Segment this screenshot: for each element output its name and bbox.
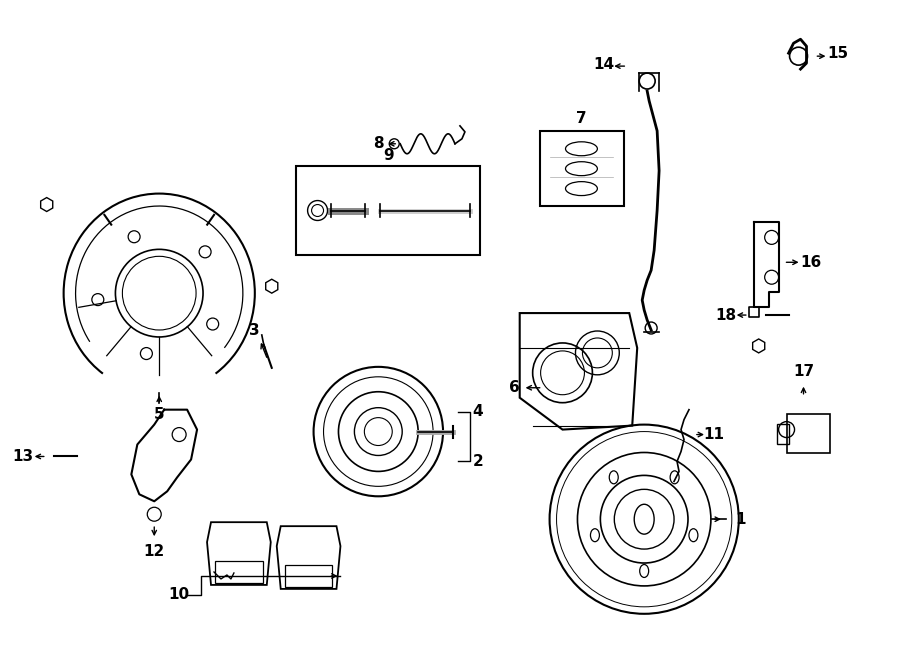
Bar xyxy=(215,561,263,583)
Text: 5: 5 xyxy=(154,407,165,422)
Text: 7: 7 xyxy=(576,112,587,126)
Text: 12: 12 xyxy=(144,543,165,559)
Text: 3: 3 xyxy=(248,323,259,338)
Bar xyxy=(787,414,831,453)
Text: 17: 17 xyxy=(793,364,814,379)
Text: 14: 14 xyxy=(594,57,615,71)
Bar xyxy=(296,166,480,255)
Bar xyxy=(540,131,625,206)
Bar xyxy=(777,424,788,444)
Text: 2: 2 xyxy=(472,454,483,469)
Text: 13: 13 xyxy=(13,449,33,464)
Text: 16: 16 xyxy=(800,254,821,270)
Text: 10: 10 xyxy=(168,588,190,602)
Text: 8: 8 xyxy=(373,136,383,151)
Text: 18: 18 xyxy=(716,307,736,323)
Bar xyxy=(284,565,332,587)
Text: 9: 9 xyxy=(382,148,393,163)
Text: 1: 1 xyxy=(735,512,746,527)
Text: 11: 11 xyxy=(704,427,725,442)
Text: 15: 15 xyxy=(828,46,849,61)
Text: 4: 4 xyxy=(472,404,483,419)
Text: 6: 6 xyxy=(509,380,520,395)
